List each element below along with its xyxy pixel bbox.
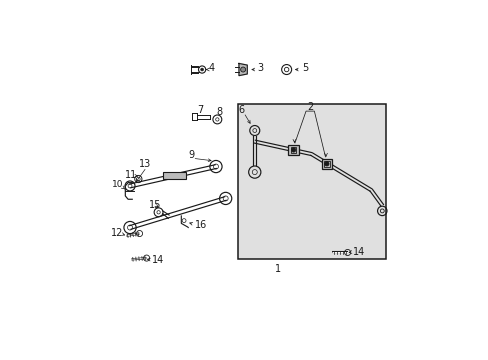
Circle shape (200, 68, 203, 71)
Text: 12: 12 (111, 228, 123, 238)
Text: 14: 14 (352, 247, 365, 257)
Text: 8: 8 (216, 108, 222, 117)
Text: 4: 4 (208, 63, 215, 73)
Bar (321, 158, 331, 169)
Text: 1: 1 (275, 264, 281, 274)
Bar (288, 145, 298, 155)
Circle shape (291, 148, 295, 152)
Text: 14: 14 (152, 255, 164, 265)
Bar (163, 172, 185, 179)
Text: 9: 9 (187, 150, 194, 159)
Text: 15: 15 (148, 201, 161, 210)
Circle shape (240, 67, 245, 72)
Text: 13: 13 (139, 159, 151, 169)
Bar (290, 147, 296, 153)
Bar (238, 104, 386, 260)
Circle shape (324, 162, 328, 166)
Text: 11: 11 (125, 170, 137, 180)
Text: 16: 16 (195, 220, 207, 230)
Text: 6: 6 (238, 105, 244, 115)
Text: 5: 5 (301, 63, 307, 73)
Text: 7: 7 (197, 105, 203, 115)
Bar (323, 161, 329, 167)
Text: 2: 2 (306, 102, 313, 112)
Text: 3: 3 (257, 63, 263, 73)
Text: 10: 10 (112, 180, 123, 189)
Polygon shape (239, 63, 247, 76)
